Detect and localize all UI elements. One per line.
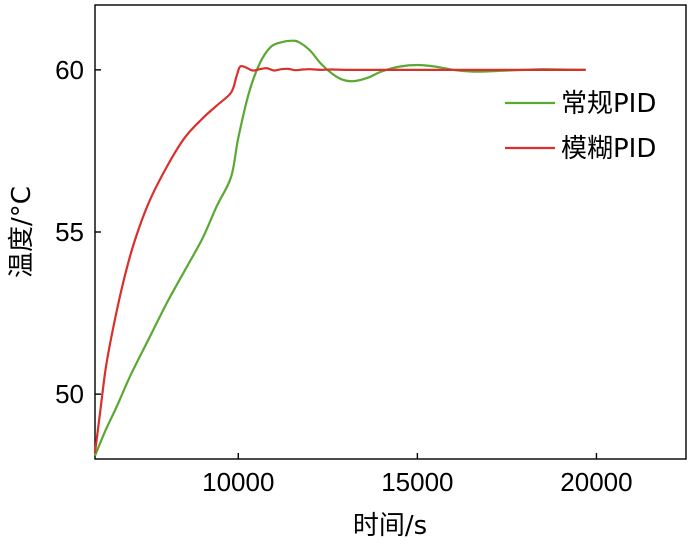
x-tick-label: 10000: [202, 467, 274, 497]
plot-frame: [94, 4, 687, 460]
x-axis-title: 时间/s: [353, 511, 427, 541]
y-axis-title: 温度/°C: [7, 186, 37, 278]
legend-label-1: 常规PID: [561, 89, 656, 119]
series-line-2: [93, 64, 586, 453]
x-tick-label: 20000: [560, 467, 632, 497]
legend-label-2: 模糊PID: [561, 134, 656, 164]
x-tick-label: 15000: [381, 467, 453, 497]
tick-layer: 10000 15000 20000 50 55 60: [55, 55, 633, 497]
y-tick-label: 55: [55, 217, 84, 247]
y-tick-label: 50: [55, 379, 84, 409]
y-tick-label: 60: [55, 55, 84, 85]
legend: 常规PID 模糊PID: [505, 89, 656, 164]
series-layer: [93, 39, 586, 457]
series-line-1: [93, 39, 586, 457]
